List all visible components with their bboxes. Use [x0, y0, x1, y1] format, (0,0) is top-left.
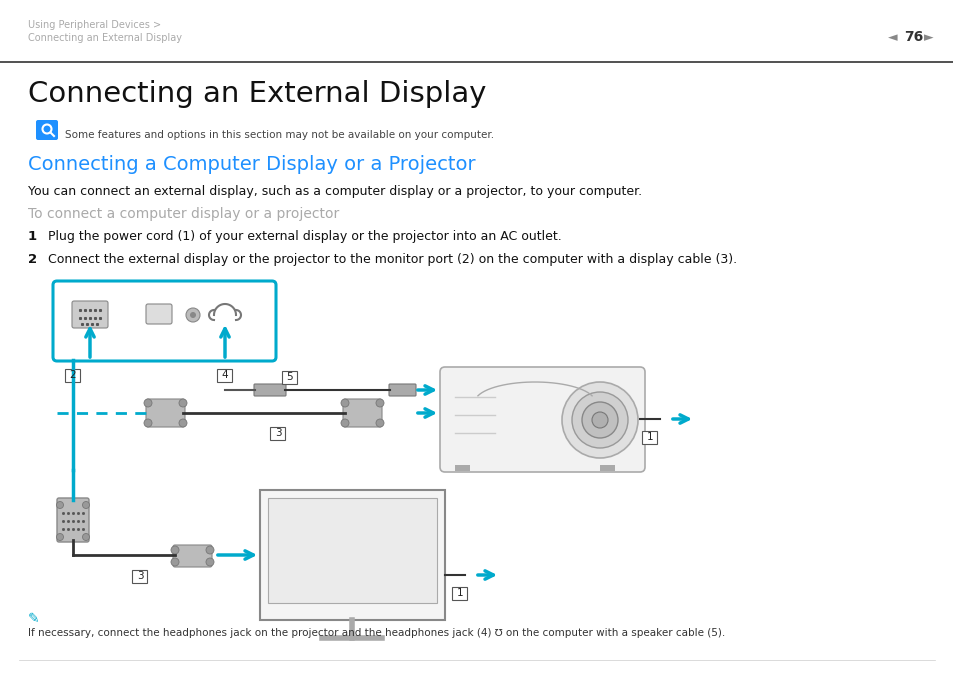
- Bar: [452, 586, 467, 599]
- Bar: [260, 490, 444, 620]
- Circle shape: [144, 419, 152, 427]
- Bar: [455, 465, 470, 471]
- Circle shape: [340, 419, 349, 427]
- Circle shape: [82, 501, 90, 508]
- Text: If necessary, connect the headphones jack on the projector and the headphones ja: If necessary, connect the headphones jac…: [28, 628, 724, 638]
- FancyBboxPatch shape: [146, 399, 185, 427]
- Text: 1: 1: [28, 230, 37, 243]
- Bar: [217, 369, 233, 381]
- Text: 5: 5: [287, 372, 293, 382]
- Circle shape: [206, 558, 213, 566]
- Circle shape: [82, 534, 90, 541]
- Circle shape: [592, 412, 607, 428]
- Circle shape: [375, 419, 384, 427]
- Text: 2: 2: [70, 370, 76, 380]
- Text: You can connect an external display, such as a computer display or a projector, : You can connect an external display, suc…: [28, 185, 641, 198]
- Bar: [599, 465, 615, 471]
- FancyBboxPatch shape: [36, 120, 58, 140]
- Bar: [271, 427, 285, 439]
- Text: 3: 3: [136, 571, 143, 581]
- Text: ◄: ◄: [887, 32, 897, 44]
- Text: 1: 1: [456, 588, 463, 598]
- FancyBboxPatch shape: [71, 301, 108, 328]
- FancyBboxPatch shape: [172, 545, 212, 567]
- FancyBboxPatch shape: [439, 367, 644, 472]
- Bar: [282, 371, 297, 384]
- Bar: [641, 431, 657, 443]
- Circle shape: [581, 402, 618, 438]
- Text: Using Peripheral Devices >: Using Peripheral Devices >: [28, 20, 161, 30]
- FancyBboxPatch shape: [53, 281, 275, 361]
- Circle shape: [186, 308, 200, 322]
- Circle shape: [340, 399, 349, 407]
- Circle shape: [171, 558, 179, 566]
- Circle shape: [144, 399, 152, 407]
- Circle shape: [56, 534, 64, 541]
- Bar: [132, 570, 148, 582]
- Text: ✎: ✎: [28, 612, 40, 626]
- FancyBboxPatch shape: [57, 498, 89, 542]
- Text: Connect the external display or the projector to the monitor port (2) on the com: Connect the external display or the proj…: [48, 253, 737, 266]
- Text: Connecting an External Display: Connecting an External Display: [28, 33, 182, 43]
- Circle shape: [375, 399, 384, 407]
- Text: Connecting an External Display: Connecting an External Display: [28, 80, 486, 108]
- Text: Some features and options in this section may not be available on your computer.: Some features and options in this sectio…: [65, 130, 494, 140]
- Text: Connecting a Computer Display or a Projector: Connecting a Computer Display or a Proje…: [28, 155, 476, 174]
- Text: 1: 1: [646, 432, 653, 442]
- Text: To connect a computer display or a projector: To connect a computer display or a proje…: [28, 207, 339, 221]
- Circle shape: [206, 546, 213, 554]
- Circle shape: [572, 392, 627, 448]
- Text: 4: 4: [221, 370, 228, 380]
- Circle shape: [179, 419, 187, 427]
- Circle shape: [190, 312, 195, 318]
- Text: ►: ►: [923, 32, 933, 44]
- Text: 76: 76: [903, 30, 923, 44]
- Bar: [268, 498, 436, 603]
- FancyBboxPatch shape: [389, 384, 416, 396]
- Text: 2: 2: [28, 253, 37, 266]
- Circle shape: [171, 546, 179, 554]
- Circle shape: [179, 399, 187, 407]
- Bar: [66, 369, 80, 381]
- FancyBboxPatch shape: [253, 384, 286, 396]
- FancyBboxPatch shape: [146, 304, 172, 324]
- FancyBboxPatch shape: [343, 399, 381, 427]
- Text: 3: 3: [274, 428, 281, 438]
- Circle shape: [56, 501, 64, 508]
- Text: Plug the power cord (1) of your external display or the projector into an AC out: Plug the power cord (1) of your external…: [48, 230, 561, 243]
- Circle shape: [561, 382, 638, 458]
